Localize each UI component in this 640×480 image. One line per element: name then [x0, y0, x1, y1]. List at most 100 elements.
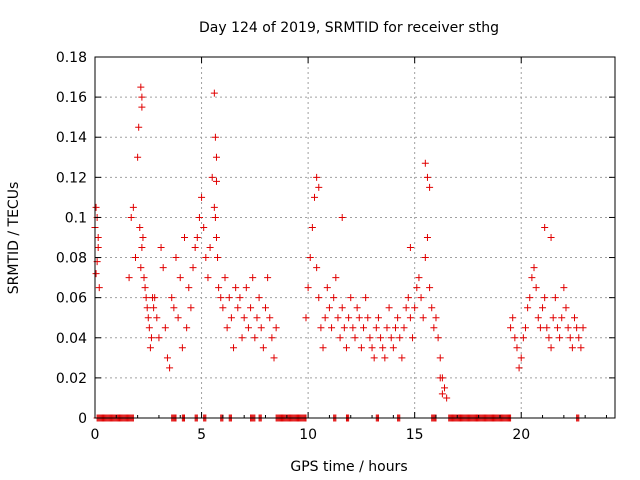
- data-point: [370, 354, 378, 362]
- data-point: [92, 270, 100, 278]
- data-point: [208, 173, 216, 181]
- data-point: [142, 294, 150, 302]
- data-point: [136, 223, 144, 231]
- data-point: [236, 294, 244, 302]
- data-point: [319, 344, 327, 352]
- data-point: [185, 284, 193, 292]
- data-point: [534, 314, 542, 322]
- data-point: [143, 304, 151, 312]
- data-point: [191, 244, 199, 252]
- data-point: [551, 294, 559, 302]
- data-point: [515, 364, 523, 372]
- data-point: [210, 89, 218, 97]
- data-point: [353, 304, 361, 312]
- data-point: [212, 153, 220, 161]
- data-point: [568, 344, 576, 352]
- data-point: [541, 294, 549, 302]
- data-point: [127, 213, 135, 221]
- data-point: [230, 344, 238, 352]
- data-point: [441, 384, 449, 392]
- data-point: [360, 324, 368, 332]
- y-tick-label: 0.04: [56, 331, 87, 347]
- data-point: [141, 284, 149, 292]
- data-point: [247, 304, 255, 312]
- data-point: [342, 344, 350, 352]
- data-point: [174, 314, 182, 322]
- data-point: [304, 284, 312, 292]
- x-axis-label: GPS time / hours: [290, 459, 407, 475]
- data-point: [351, 334, 359, 342]
- x-tick-label: 20: [512, 427, 530, 443]
- data-point: [426, 183, 434, 191]
- data-point: [147, 334, 155, 342]
- data-point: [242, 284, 250, 292]
- data-point: [377, 334, 385, 342]
- data-point: [268, 334, 276, 342]
- data-point: [249, 274, 257, 282]
- data-point: [423, 234, 431, 241]
- data-point: [183, 324, 191, 332]
- x-tick-label: 0: [91, 427, 100, 443]
- data-point: [340, 324, 348, 332]
- data-point: [577, 344, 585, 352]
- data-point: [138, 93, 146, 101]
- data-point: [521, 324, 529, 332]
- data-point: [234, 304, 242, 312]
- data-point: [155, 334, 163, 342]
- data-point: [251, 334, 259, 342]
- data-point: [212, 177, 220, 185]
- data-point: [313, 264, 321, 272]
- data-point: [313, 173, 321, 181]
- data-point: [163, 354, 171, 362]
- data-point: [135, 123, 143, 131]
- y-tick-label: 0.16: [56, 90, 87, 106]
- data-point: [357, 344, 365, 352]
- data-point: [94, 234, 102, 241]
- x-tick-label: 5: [197, 427, 206, 443]
- data-point: [138, 103, 146, 111]
- data-point: [400, 324, 408, 332]
- data-point: [153, 314, 161, 322]
- data-point: [311, 193, 319, 201]
- data-point: [323, 284, 331, 292]
- data-point: [144, 314, 152, 322]
- y-axis-ticks: 0 0.02 0.04 0.06 0.08 0.1 0.12 0.14 0.16 0.18: [56, 50, 615, 427]
- y-tick-label: 0.18: [56, 50, 87, 66]
- data-point: [211, 133, 219, 141]
- data-point: [330, 294, 338, 302]
- data-point: [137, 83, 145, 91]
- data-point: [366, 334, 374, 342]
- data-point: [225, 294, 233, 302]
- data-point: [541, 223, 549, 231]
- data-point: [223, 324, 231, 332]
- y-tick-label: 0: [78, 411, 87, 427]
- data-point: [536, 324, 544, 332]
- y-tick-label: 0.1: [65, 210, 87, 226]
- data-point: [438, 390, 446, 398]
- data-point: [131, 254, 139, 262]
- y-axis-label: SRMTID / TECUs: [6, 182, 22, 295]
- data-point: [308, 223, 316, 231]
- data-point: [264, 274, 272, 282]
- data-point: [212, 234, 220, 241]
- data-point: [272, 324, 280, 332]
- y-tick-label: 0.02: [56, 371, 87, 387]
- data-point: [146, 344, 154, 352]
- data-point: [547, 344, 555, 352]
- data-point: [317, 324, 325, 332]
- data-point: [187, 304, 195, 312]
- data-point: [436, 354, 444, 362]
- data-point: [211, 213, 219, 221]
- data-point: [198, 193, 206, 201]
- data-point: [423, 173, 431, 181]
- data-point: [419, 314, 427, 322]
- data-point: [558, 314, 566, 322]
- data-point: [562, 304, 570, 312]
- data-point: [436, 374, 444, 382]
- plot-frame: [94, 56, 616, 419]
- y-tick-label: 0.12: [56, 170, 87, 186]
- data-point: [564, 324, 572, 332]
- data-point: [513, 344, 521, 352]
- data-point: [181, 234, 189, 241]
- data-point: [566, 334, 574, 342]
